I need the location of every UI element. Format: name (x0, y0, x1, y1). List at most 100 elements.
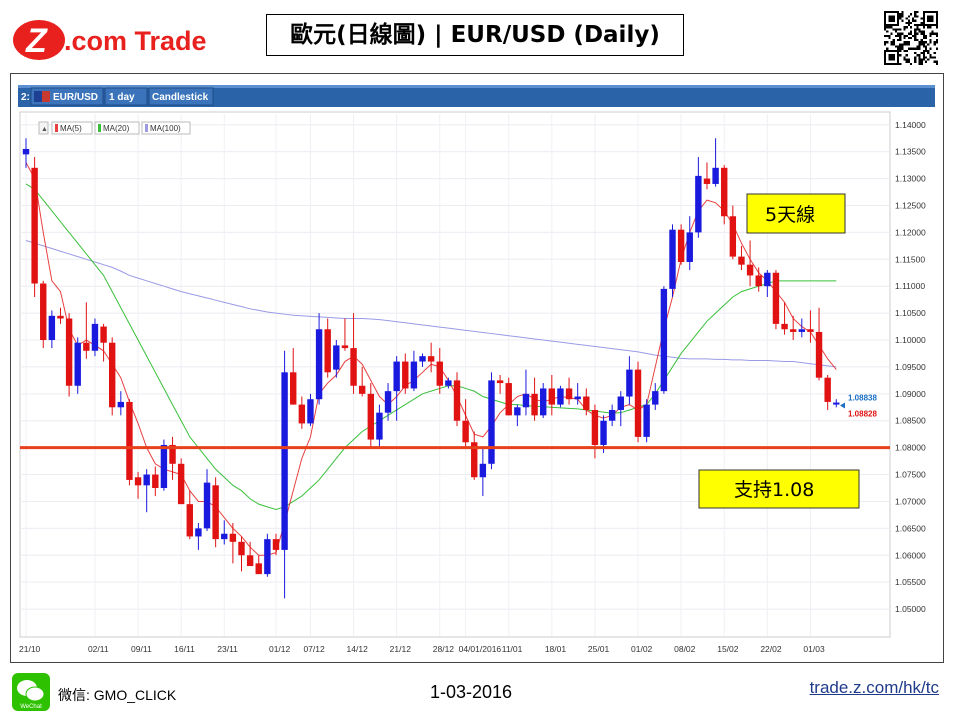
candle (74, 337, 81, 394)
x-tick-label: 21/12 (390, 644, 412, 654)
candle (824, 375, 831, 410)
candle-body (134, 477, 142, 486)
interval-selector[interactable]: 1 day (104, 87, 148, 106)
x-tick-label: 01/03 (803, 644, 825, 654)
y-tick-label: 1.08000 (895, 443, 926, 453)
candle (488, 372, 495, 470)
candle-body (126, 401, 133, 480)
legend-collapse-button[interactable] (38, 121, 49, 135)
price-tags: 1.08838 1.08828 (840, 394, 877, 419)
ma5-annotation: 5天線 (746, 193, 846, 234)
candle (264, 533, 271, 577)
chart-toolbar (18, 85, 935, 107)
candle-body (591, 409, 599, 445)
legend-item-ma20[interactable] (94, 121, 140, 135)
candle (617, 391, 624, 427)
candle-body (505, 383, 512, 416)
candle-body (109, 342, 116, 408)
y-tick-label: 1.07500 (895, 470, 926, 480)
candle (281, 350, 288, 599)
candle-body (755, 275, 762, 287)
candle (238, 536, 245, 572)
y-tick-label: 1.11000 (895, 281, 925, 291)
qr-code-icon (884, 11, 938, 65)
ma20-line (25, 183, 837, 511)
candle (255, 555, 262, 575)
y-tick-label: 1.09500 (895, 362, 926, 372)
candle (195, 522, 202, 550)
candle-body (324, 329, 331, 373)
wechat-icon: WeChat (12, 673, 50, 711)
candle-body (22, 148, 30, 155)
candle (815, 307, 823, 381)
symbol-selector[interactable]: EUR/USD (30, 87, 104, 106)
x-tick-label: 01/12 (269, 644, 291, 654)
candle (608, 404, 616, 427)
y-tick-label: 1.06500 (895, 523, 926, 533)
candle-body (574, 396, 581, 400)
symbol-label: EUR/USD (53, 92, 98, 103)
y-tick-label: 1.13000 (895, 174, 926, 184)
candle-body (186, 504, 193, 537)
candle-body (729, 216, 737, 257)
x-tick-label: 21/10 (19, 644, 41, 654)
candle (660, 286, 668, 394)
page-title: 歐元(日線圖) | EUR/USD (Daily) (266, 14, 684, 56)
candle-body (634, 369, 642, 437)
zcom-trade-logo: Z .com Trade (13, 20, 207, 60)
candle (324, 318, 331, 378)
candle-body (272, 539, 280, 550)
candle-body (57, 315, 64, 319)
candle-body (453, 380, 461, 421)
candle-body (721, 167, 728, 217)
website-link[interactable]: trade.z.com/hk/tc (809, 678, 939, 697)
candle-body (83, 342, 90, 351)
candle-body (246, 555, 254, 567)
y-tick-label: 1.13500 (895, 147, 926, 157)
candle (557, 385, 564, 408)
candle (341, 318, 349, 351)
y-tick-label: 1.07000 (895, 496, 926, 506)
candle (143, 469, 150, 513)
flag-icon (42, 91, 50, 102)
candle (764, 270, 771, 297)
chart-frame: 2: EUR/USD 1 day Candlestick 1.14000 1.13… (10, 73, 944, 663)
candle-body (600, 420, 607, 445)
candle (315, 313, 323, 405)
candle-body (31, 167, 38, 284)
support-annotation: 支持1.08 (698, 469, 860, 509)
candle-body (626, 369, 633, 397)
x-tick-label: 14/12 (347, 644, 369, 654)
support-annotation-label: 支持1.08 (734, 479, 814, 501)
candle (427, 342, 435, 373)
candle (57, 307, 64, 324)
candle-body (565, 388, 573, 400)
candle-body (281, 372, 288, 550)
candle-body (177, 463, 185, 505)
candle (453, 372, 461, 427)
candle (522, 369, 530, 416)
x-tick-label: 28/12 (433, 644, 455, 654)
candle (272, 533, 280, 556)
x-tick-label: 25/01 (588, 644, 610, 654)
candle-body (264, 539, 271, 575)
candle (40, 280, 47, 349)
candle (402, 353, 409, 394)
candle (229, 522, 237, 564)
candle-body (341, 345, 349, 349)
candle (626, 356, 633, 405)
candle-body (410, 361, 418, 389)
x-tick-label: 04/01/2016 (459, 644, 502, 654)
interval-label: 1 day (109, 92, 135, 103)
y-tick-label: 1.10500 (895, 308, 926, 318)
candle-body (65, 318, 73, 386)
legend-item-ma5[interactable] (51, 121, 93, 135)
chart-style-selector[interactable]: Candlestick (148, 87, 214, 106)
wechat-handle: 微信: GMO_CLICK (58, 687, 177, 703)
legend-item-ma100[interactable] (141, 121, 191, 135)
candle-body (255, 563, 262, 575)
candle-body (695, 175, 702, 233)
candle-body (488, 380, 495, 464)
candle-body (772, 272, 780, 324)
candle-body (221, 533, 228, 540)
